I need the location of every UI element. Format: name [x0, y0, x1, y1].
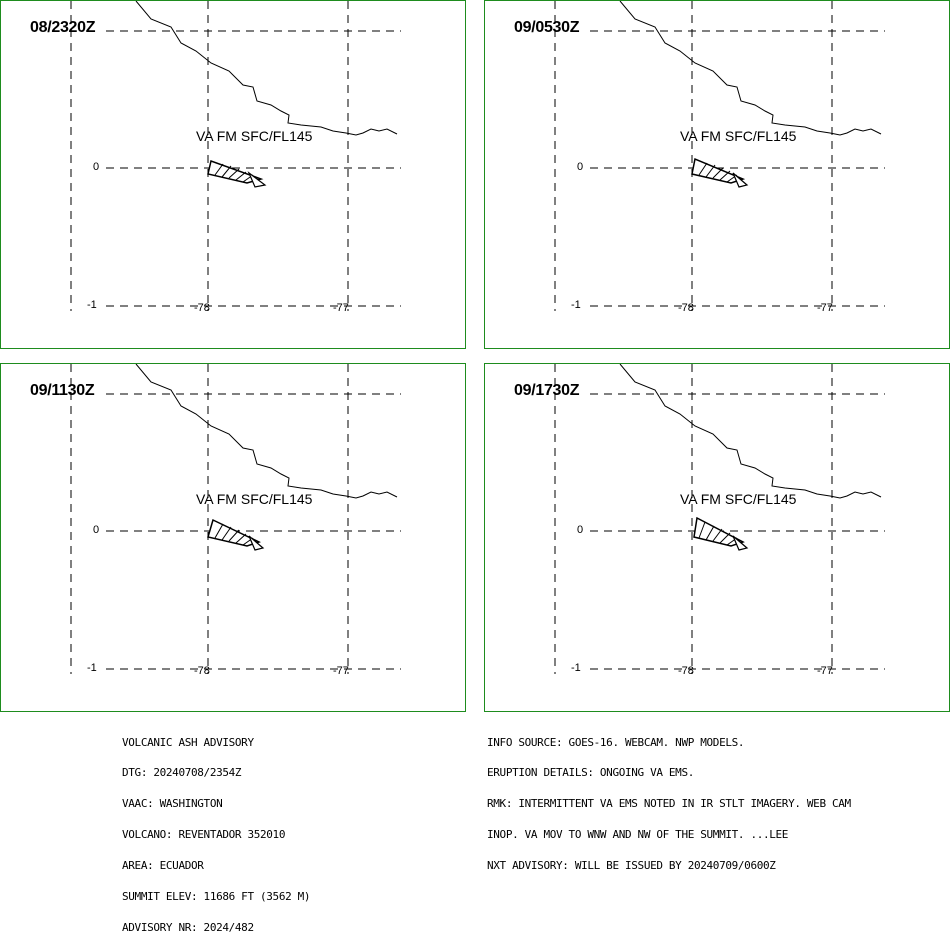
ash-cloud-label: VA FM SFC/FL145: [680, 491, 797, 507]
lon-tick-m77: -77: [817, 665, 833, 677]
lon-tick-m78: -78: [678, 665, 694, 677]
advisory-dtg: DTG: 20240708/2354Z: [122, 766, 242, 780]
border-line: [619, 364, 882, 499]
border-line: [135, 1, 398, 136]
lat-tick-0: 0: [93, 161, 100, 173]
advisory-number: ADVISORY NR: 2024/482: [122, 920, 254, 934]
advisory-summit-elev: SUMMIT ELEV: 11686 FT (3562 M): [122, 890, 311, 904]
advisory-remark-1: RMK: INTERMITTENT VA EMS NOTED IN IR STL…: [487, 797, 851, 811]
advisory-area: AREA: ECUADOR: [122, 859, 204, 873]
ash-cloud: [207, 518, 265, 551]
advisory-eruption-details: ERUPTION DETAILS: ONGOING VA EMS.: [487, 766, 694, 780]
advisory-vaac: VAAC: WASHINGTON: [122, 797, 223, 811]
border-line: [135, 364, 398, 499]
map-panel-4: 09/1730Z VA FM SFC/FL145 0 -1 -78 -77: [484, 363, 950, 712]
map-graphic-3: [70, 364, 401, 674]
ash-cloud: [693, 516, 749, 551]
ash-cloud-label: VA FM SFC/FL145: [196, 128, 313, 144]
lat-tick-m1: -1: [87, 299, 97, 311]
advisory-title: VOLCANIC ASH ADVISORY: [122, 735, 254, 749]
map-graphic-2: [554, 1, 885, 311]
lon-tick-m78: -78: [194, 665, 210, 677]
lon-tick-m77: -77: [817, 302, 833, 314]
advisory-remark-2: INOP. VA MOV TO WNW AND NW OF THE SUMMIT…: [487, 828, 789, 842]
lon-tick-m78: -78: [194, 302, 210, 314]
lat-tick-0: 0: [93, 524, 100, 536]
lat-tick-m1: -1: [571, 662, 581, 674]
lon-tick-m77: -77: [333, 665, 349, 677]
map-panel-3: 09/1130Z VA FM SFC/FL145 0 -1 -78 -77: [0, 363, 466, 712]
lat-tick-m1: -1: [87, 662, 97, 674]
valid-time-label: 08/2320Z: [30, 19, 96, 36]
ash-cloud: [691, 157, 749, 188]
ash-cloud-label: VA FM SFC/FL145: [680, 128, 797, 144]
lat-tick-m1: -1: [571, 299, 581, 311]
advisory-details-block: INFO SOURCE: GOES-16. WEBCAM. NWP MODELS…: [487, 717, 851, 882]
lon-tick-m77: -77: [333, 302, 349, 314]
map-graphic-1: [70, 1, 401, 311]
advisory-volcano: VOLCANO: REVENTADOR 352010: [122, 828, 286, 842]
valid-time-label: 09/0530Z: [514, 19, 580, 36]
advisory-header-block: VOLCANIC ASH ADVISORY DTG: 20240708/2354…: [122, 717, 311, 944]
map-panel-2: 09/0530Z VA FM SFC/FL145 0 -1 -78 -77: [484, 0, 950, 349]
ash-cloud-label: VA FM SFC/FL145: [196, 491, 313, 507]
map-panel-1: 08/2320Z VA FM SFC/FL145 0 -1 -78 -77: [0, 0, 466, 349]
lat-tick-0: 0: [577, 524, 584, 536]
ash-cloud: [207, 160, 267, 188]
border-line: [619, 1, 882, 136]
advisory-next: NXT ADVISORY: WILL BE ISSUED BY 20240709…: [487, 859, 776, 873]
valid-time-label: 09/1130Z: [30, 382, 95, 399]
lat-tick-0: 0: [577, 161, 584, 173]
map-graphic-4: [554, 364, 885, 674]
valid-time-label: 09/1730Z: [514, 382, 580, 399]
advisory-info-source: INFO SOURCE: GOES-16. WEBCAM. NWP MODELS…: [487, 735, 745, 749]
lon-tick-m78: -78: [678, 302, 694, 314]
